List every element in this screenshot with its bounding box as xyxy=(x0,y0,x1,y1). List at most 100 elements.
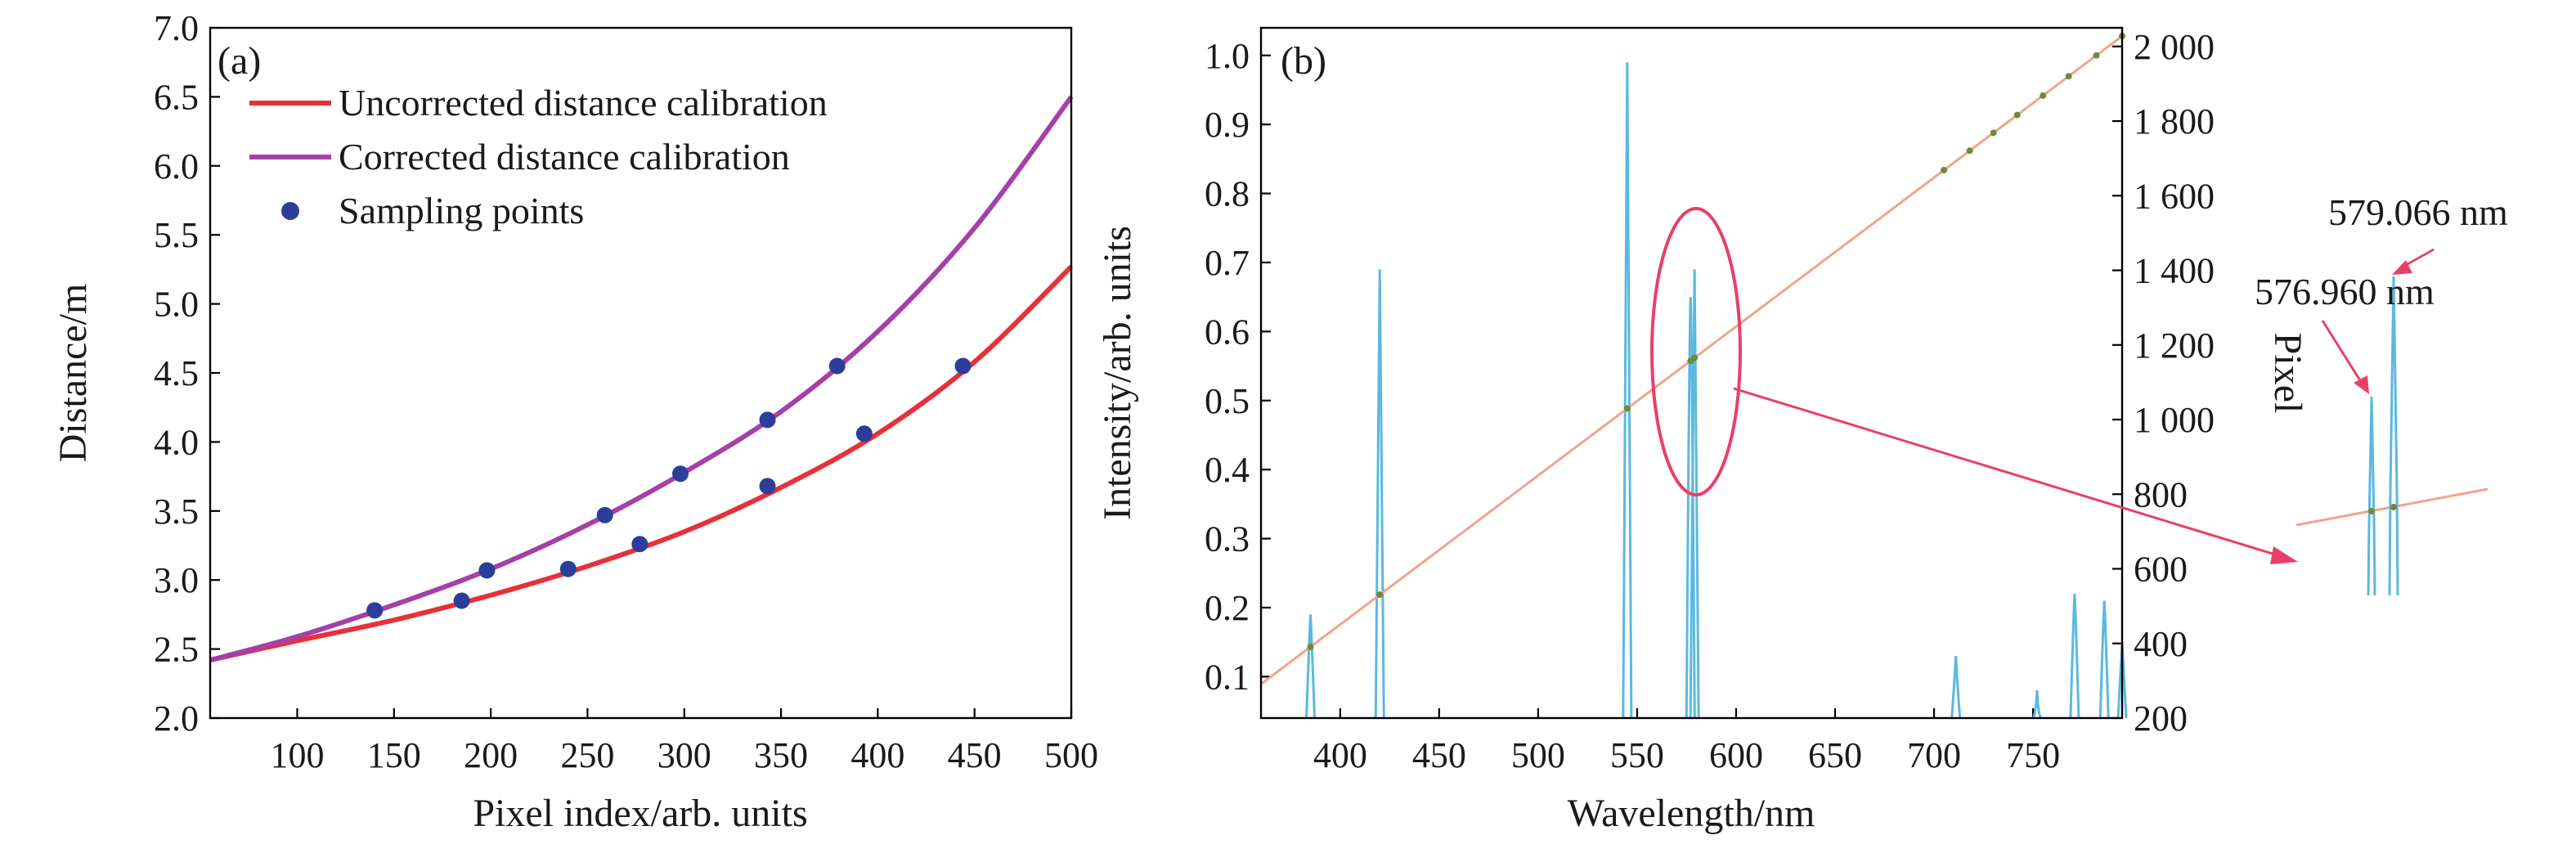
panel-b-y2-tick-label: 200 xyxy=(2134,698,2188,739)
panel-a-sampling-points xyxy=(366,357,972,619)
panel-b-y-axis-label: Intensity/arb. units xyxy=(1096,226,1139,520)
calibration-point xyxy=(1966,147,1973,155)
panel-b-y2-axis-label: Pixel xyxy=(2266,333,2309,414)
panel-b-x-tick-label: 600 xyxy=(1709,735,1763,775)
spectrum-peak xyxy=(1622,62,1633,719)
panel-b-y-tick-label: 1.0 xyxy=(1205,36,1250,76)
calibration-point xyxy=(2093,52,2100,59)
calibration-point xyxy=(1691,354,1699,361)
panel-b-y-tick-label: 0.5 xyxy=(1205,381,1250,421)
annotation-579-066: 579.066 nm xyxy=(2328,191,2508,233)
panel-b-y-tick-label: 0.2 xyxy=(1205,588,1250,628)
calibration-point xyxy=(1376,591,1384,599)
panel-b-x-tick-label: 400 xyxy=(1313,735,1367,775)
spectrum-peak xyxy=(1950,655,1962,719)
annotation-arrow-576 xyxy=(2321,320,2364,385)
panel-a-y-tick-label: 7.0 xyxy=(154,8,199,48)
panel-a-curves xyxy=(209,95,1074,663)
spectrum-peak xyxy=(2098,600,2110,719)
spectrum-peak xyxy=(1374,269,1385,719)
panel-b-x-tick-label: 700 xyxy=(1907,735,1961,775)
inset-peak-576 xyxy=(2367,396,2376,596)
panel-a-plot-frame xyxy=(209,26,1073,720)
panel-a-label: (a) xyxy=(218,39,261,83)
panel-b-x-tick-label: 750 xyxy=(2006,735,2060,775)
sampling-point xyxy=(672,465,689,483)
panel-a-y-axis-label: Distance/m xyxy=(52,284,95,463)
panel-b-y2-tick-label: 400 xyxy=(2134,624,2188,664)
sampling-point xyxy=(631,536,648,553)
panel-a-y-tick-label: 6.0 xyxy=(154,146,199,186)
sampling-point xyxy=(759,411,776,429)
sampling-point xyxy=(828,357,846,375)
panel-a-x-tick-label: 150 xyxy=(367,735,421,775)
panel-a-y-tick-label: 6.5 xyxy=(154,77,199,117)
panel-b-y-tick-label: 0.4 xyxy=(1205,450,1250,490)
uncorrected-calibration-curve xyxy=(209,264,1074,663)
annotation-576-960: 576.960 nm xyxy=(2255,271,2435,312)
panel-b-y2-tick-label: 600 xyxy=(2134,550,2188,590)
panel-a-legend: Uncorrected distance calibration Correct… xyxy=(249,82,828,231)
inset-peak-579 xyxy=(2388,276,2399,596)
panel-a-x-tick-label: 500 xyxy=(1044,735,1098,775)
sampling-point xyxy=(759,478,776,495)
spectrum-peak xyxy=(1305,614,1317,719)
highlight-ellipse xyxy=(1650,207,1742,496)
panel-b-y-tick-label: 0.3 xyxy=(1205,519,1250,559)
sampling-point xyxy=(453,592,470,609)
panel-b-y-tick-label: 0.9 xyxy=(1205,105,1250,145)
sampling-point xyxy=(559,560,577,577)
panel-b-calibration-line xyxy=(1260,33,2125,685)
panel-b-y2-tick-label: 1 600 xyxy=(2134,176,2215,216)
calibration-point xyxy=(1307,643,1314,650)
panel-b-y2-tick-label: 800 xyxy=(2134,474,2188,514)
panel-b-x-tick-label: 450 xyxy=(1412,735,1466,775)
corrected-calibration-curve xyxy=(209,95,1074,663)
panel-b-plot-frame xyxy=(1259,26,2124,720)
panel-a-x-tick-label: 100 xyxy=(270,735,324,775)
sampling-point xyxy=(478,562,496,579)
calibration-point xyxy=(2013,111,2021,119)
annotation-arrowhead-579 xyxy=(2392,260,2412,275)
zoom-arrow-line xyxy=(1733,387,2287,559)
legend-sampling-points-marker xyxy=(281,202,299,220)
panel-b-x-tick-label: 650 xyxy=(1808,735,1862,775)
calibration-point xyxy=(2065,73,2072,80)
panel-b-y2-tick-label: 2 000 xyxy=(2134,27,2215,67)
panel-b-y-tick-label: 0.1 xyxy=(1205,657,1250,697)
inset-calibration-point xyxy=(2368,508,2375,514)
panel-b-y2-tick-label: 1 200 xyxy=(2134,325,2215,366)
panel-a-x-tick-label: 350 xyxy=(754,735,808,775)
panel-b-spectrum-chart: 400 450 500 550 600 650 700 750 0.1 0.2 0.3 0.4 0.5 0… xyxy=(1096,26,2508,835)
panel-a-distance-calibration-chart: 100 150 200 250 300 350 400 450 500 2.0 2.5 3.0 3.5 4… xyxy=(52,8,1098,835)
panel-a-x-tick-label: 250 xyxy=(560,735,614,775)
panel-b-y-tick-label: 0.8 xyxy=(1205,174,1250,214)
panel-a-y-tick-label: 3.5 xyxy=(154,492,199,532)
panel-b-ticks: 400 450 500 550 600 650 700 750 0.1 0.2 0.3 0.4 0.5 0… xyxy=(1205,27,2215,775)
spectrum-peak xyxy=(2031,690,2043,720)
panel-a-y-tick-label: 5.0 xyxy=(154,285,199,325)
panel-b-label: (b) xyxy=(1281,39,1326,83)
panel-b-x-tick-label: 500 xyxy=(1511,735,1565,775)
panel-b-spectrum xyxy=(1305,62,2128,720)
sampling-point xyxy=(366,602,384,619)
panel-b-y2-tick-label: 1 400 xyxy=(2134,251,2215,291)
sampling-point xyxy=(596,506,613,523)
panel-b-y-tick-label: 0.6 xyxy=(1205,312,1250,352)
sampling-point xyxy=(855,425,873,442)
calibration-point xyxy=(1941,166,1948,173)
spectrum-peak xyxy=(1689,269,1700,719)
panel-b-y-tick-label: 0.7 xyxy=(1205,243,1250,283)
spectrum-peak xyxy=(2069,594,2080,719)
panel-a-x-axis-label: Pixel index/arb. units xyxy=(473,792,807,835)
calibration-point xyxy=(1990,129,1997,137)
panel-b-y2-tick-label: 1 000 xyxy=(2134,400,2215,440)
panel-a-x-tick-label: 450 xyxy=(948,735,1002,775)
panel-a-y-tick-label: 3.0 xyxy=(154,560,199,600)
panel-a-x-tick-label: 400 xyxy=(850,735,904,775)
legend-sampling-points-label: Sampling points xyxy=(339,190,584,231)
inset-calibration-point xyxy=(2390,504,2397,510)
panel-b-x-tick-label: 550 xyxy=(1610,735,1664,775)
calibration-point xyxy=(2040,92,2047,99)
